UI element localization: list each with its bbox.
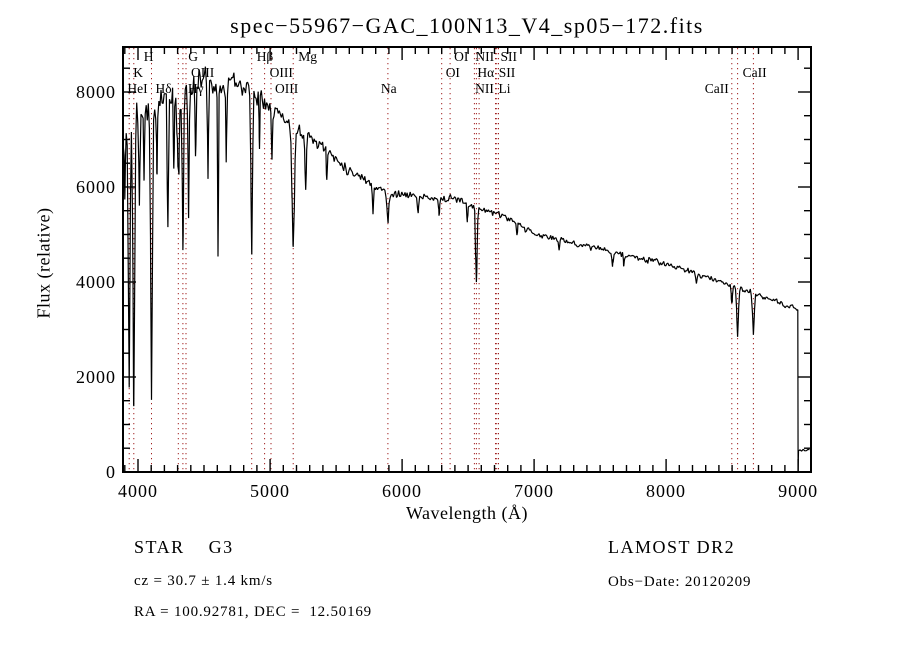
- spectral-line-label: HeI: [127, 81, 148, 96]
- y-axis-label: Flux (relative): [33, 207, 54, 319]
- y-tick-label: 2000: [76, 367, 116, 387]
- spectral-line-label: NII: [475, 49, 494, 64]
- ra-dec-text: RA = 100.92781, DEC = 12.50169: [134, 604, 372, 620]
- spectral-line-label: SII: [501, 49, 518, 64]
- spectral-line-label: CaII: [705, 81, 729, 96]
- spectral-line-label: Na: [381, 81, 397, 96]
- y-tick-label: 8000: [76, 82, 116, 102]
- spectral-line-label: Hδ: [156, 81, 172, 96]
- spectral-line-label: OIII: [275, 81, 299, 96]
- x-tick-label: 8000: [646, 481, 686, 501]
- survey-text: LAMOST DR2: [608, 537, 736, 557]
- spectral-line-label: Hα: [477, 65, 494, 80]
- y-tick-label: 0: [106, 462, 116, 482]
- spectral-line-label: SII: [499, 65, 516, 80]
- spectral-line-label: OIII: [270, 65, 294, 80]
- spectral-line-label: G: [188, 49, 198, 64]
- x-tick-label: 9000: [778, 481, 818, 501]
- x-axis-label: Wavelength (Å): [405, 503, 528, 523]
- spectral-line-label: OI: [446, 65, 461, 80]
- plot-axes-box: [122, 46, 812, 473]
- spectral-line-label: K: [133, 65, 143, 80]
- cz-text: cz = 30.7 ± 1.4 km/s: [134, 573, 273, 589]
- spectral-line-label: OI: [454, 49, 469, 64]
- star-class-text: STAR G3: [134, 537, 234, 557]
- spectral-line-label: H: [144, 49, 154, 64]
- spectrum-trace: [122, 66, 810, 472]
- spectral-line-label: Mg: [298, 49, 317, 64]
- spectral-line-label: Li: [499, 81, 511, 96]
- spectral-line-label: CaII: [743, 65, 767, 80]
- y-tick-label: 4000: [76, 272, 116, 292]
- plot-title: spec−55967−GAC_100N13_V4_sp05−172.fits: [230, 13, 704, 38]
- x-tick-label: 7000: [514, 481, 554, 501]
- y-tick-label: 6000: [76, 177, 116, 197]
- x-tick-label: 6000: [382, 481, 422, 501]
- x-tick-label: 5000: [250, 481, 290, 501]
- obs-date-text: Obs−Date: 20120209: [608, 574, 752, 590]
- spectral-line-label: NII: [475, 81, 494, 96]
- spectral-line-label: OIII: [191, 65, 215, 80]
- x-tick-label: 4000: [118, 481, 158, 501]
- spectral-line-label: Hβ: [257, 49, 274, 64]
